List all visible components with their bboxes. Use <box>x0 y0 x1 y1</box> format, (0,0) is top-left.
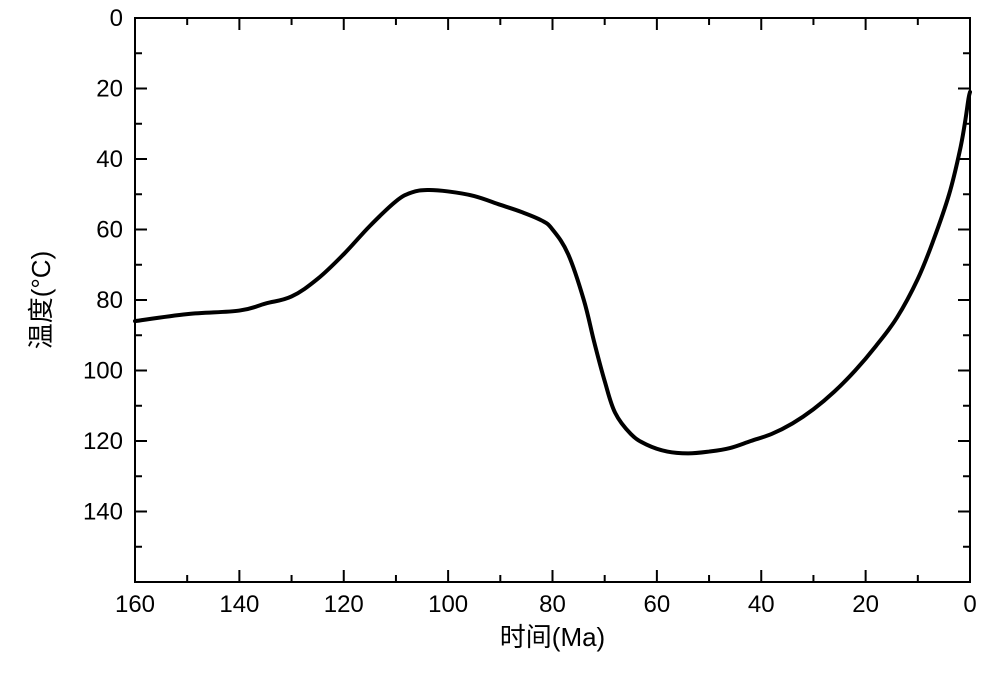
y-tick-label: 80 <box>96 287 123 314</box>
y-tick-label: 0 <box>110 5 123 32</box>
y-tick-label: 140 <box>83 499 123 526</box>
series-thermal-history <box>135 92 970 453</box>
x-tick-label: 80 <box>539 591 566 618</box>
y-tick-label: 20 <box>96 76 123 103</box>
x-tick-label: 60 <box>644 591 671 618</box>
y-axis-title: 温度(°C) <box>26 251 56 350</box>
y-tick-label: 100 <box>83 358 123 385</box>
y-tick-label: 60 <box>96 217 123 244</box>
plot-border <box>135 18 970 582</box>
y-tick-label: 120 <box>83 428 123 455</box>
chart-container: 160 140 120 100 80 60 40 20 0 0 20 40 60 80 100 120 140 时… <box>0 0 1000 676</box>
x-tick-label: 100 <box>428 591 468 618</box>
thermal-history-chart: 160 140 120 100 80 60 40 20 0 0 20 40 60 80 100 120 140 时… <box>0 0 1000 676</box>
x-tick-label: 140 <box>219 591 259 618</box>
y-tick-label: 40 <box>96 146 123 173</box>
x-tick-label: 40 <box>748 591 775 618</box>
x-tick-label: 20 <box>852 591 879 618</box>
x-tick-label: 0 <box>963 591 976 618</box>
x-tick-label: 120 <box>324 591 364 618</box>
x-tick-label: 160 <box>115 591 155 618</box>
x-axis-title: 时间(Ma) <box>500 622 605 652</box>
